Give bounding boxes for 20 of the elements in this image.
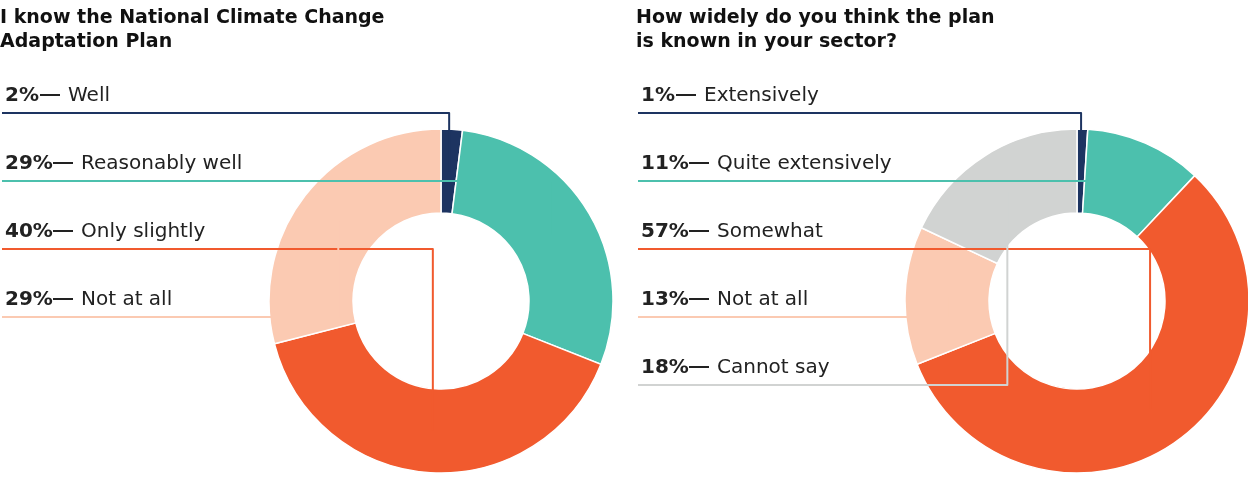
slice-label: Only slightly [81,218,206,242]
data-label: 29% [5,150,53,174]
slice-label: Well [68,82,111,106]
chart-title: How widely do you think the plan is known in your sector? [636,5,995,51]
data-label: 2% [5,82,39,106]
slice-label: Extensively [704,82,819,106]
slice-label: Not at all [717,286,809,310]
data-label: 18% [641,354,689,378]
data-label: 13% [641,286,689,310]
slice-label: Quite extensively [717,150,892,174]
data-label: 57% [641,218,689,242]
slice-label: Cannot say [717,354,830,378]
slice-label: Reasonably well [81,150,243,174]
slice-label: Somewhat [717,218,824,242]
data-label: 11% [641,150,689,174]
data-label: 1% [641,82,675,106]
slice-label: Not at all [81,286,173,310]
data-label: 40% [5,218,53,242]
data-label: 29% [5,286,53,310]
chart-title: I know the National Climate Change Adaptation Plan [0,5,385,51]
